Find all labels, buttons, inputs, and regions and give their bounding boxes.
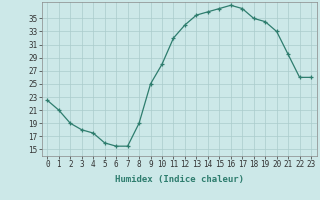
X-axis label: Humidex (Indice chaleur): Humidex (Indice chaleur): [115, 175, 244, 184]
